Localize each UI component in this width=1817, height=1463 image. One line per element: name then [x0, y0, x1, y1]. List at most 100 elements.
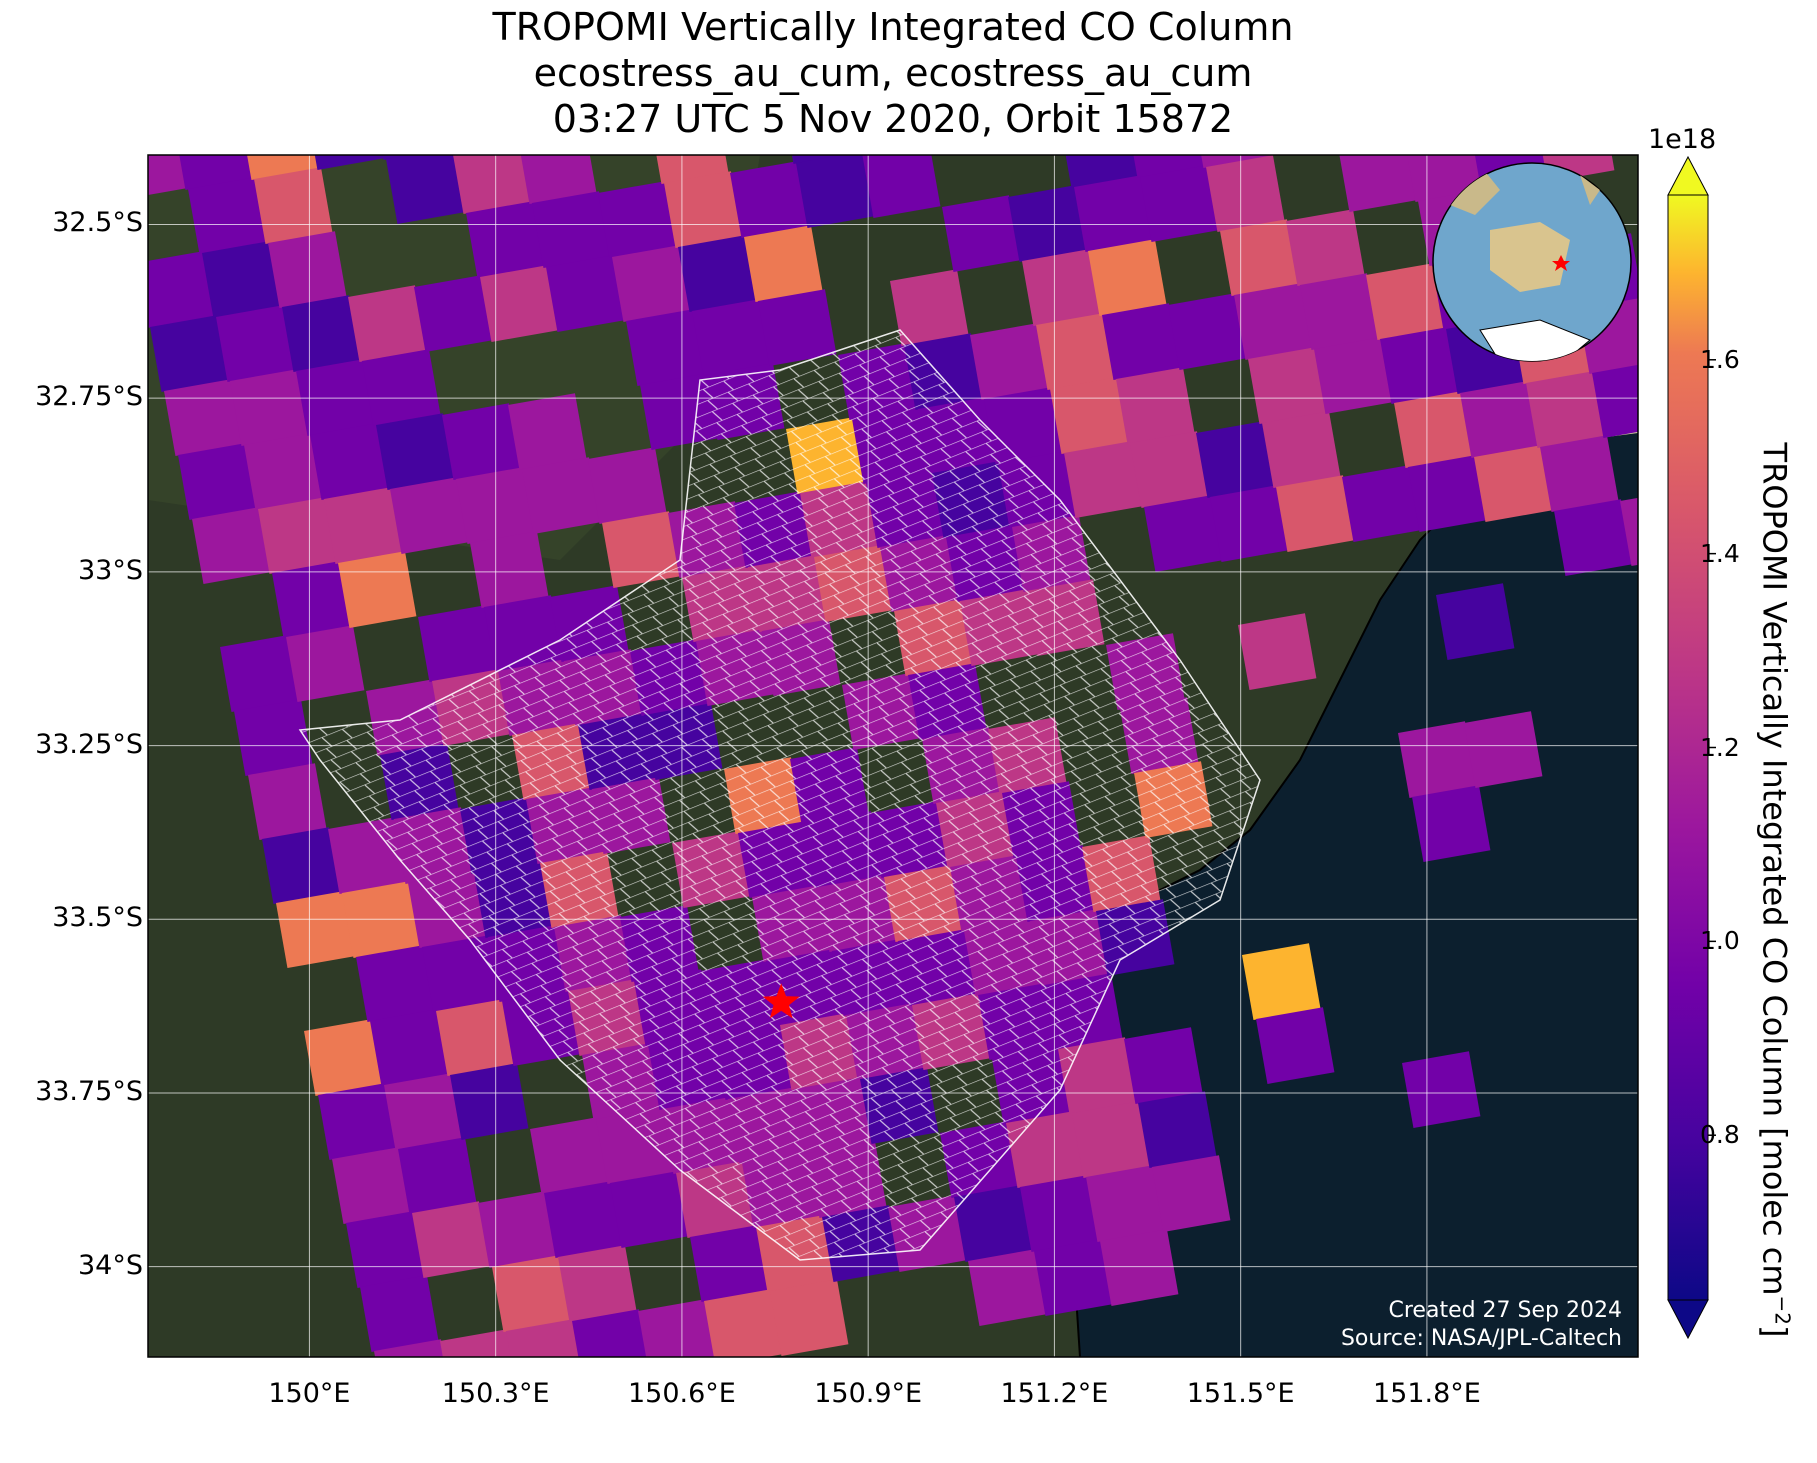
co-pixel	[174, 155, 253, 190]
y-tick-label: 32.75°S	[35, 381, 143, 413]
co-pixel	[230, 369, 309, 446]
co-pixel	[1313, 337, 1393, 414]
co-pixel	[148, 155, 187, 200]
co-pixel	[1143, 495, 1223, 572]
co-pixel	[272, 561, 351, 638]
co-pixel	[530, 1117, 609, 1194]
co-pixel	[1032, 0, 1110, 60]
co-pixel	[412, 1201, 491, 1278]
co-pixel	[452, 155, 531, 214]
co-pixel	[1464, 711, 1543, 788]
co-pixel	[1522, 41, 1600, 118]
co-pixel	[1393, 391, 1473, 468]
co-pixel	[1341, 465, 1421, 542]
co-pixel	[1407, 455, 1487, 532]
co-pixel	[440, 1329, 519, 1357]
co-pixel	[570, 53, 648, 130]
co-pixel	[450, 1063, 529, 1140]
co-pixel	[1442, 0, 1520, 64]
co-pixel	[492, 1255, 571, 1332]
colorbar-label: TROPOMI Vertically Integrated CO Column …	[1756, 443, 1795, 1338]
co-pixel	[1403, 155, 1483, 202]
co-pixel	[1205, 155, 1285, 232]
co-pixel	[508, 393, 587, 470]
co-pixel	[1460, 381, 1539, 458]
co-pixel	[1276, 475, 1355, 552]
colorbar	[1667, 155, 1716, 1340]
co-pixel	[268, 231, 347, 308]
co-pixel	[220, 635, 299, 712]
co-pixel	[914, 67, 992, 144]
co-pixel	[1219, 219, 1299, 296]
co-pixel	[243, 433, 323, 510]
x-tick-label: 150.9°E	[814, 1378, 923, 1409]
co-pixel	[758, 289, 837, 366]
co-pixel	[967, 1249, 1047, 1326]
co-pixel	[413, 275, 493, 352]
co-pixel	[150, 315, 229, 392]
co-pixel	[239, 155, 319, 180]
co-pixel	[323, 487, 403, 564]
co-pixel	[1073, 175, 1153, 252]
co-pixel	[704, 1289, 783, 1357]
co-pixel	[1112, 37, 1190, 114]
co-pixel	[504, 63, 582, 140]
co-pixel	[702, 33, 780, 110]
co-pixel	[1380, 327, 1459, 404]
x-tick-label: 150.6°E	[627, 1378, 736, 1409]
co-pixel	[1072, 1101, 1151, 1178]
co-pixel	[438, 73, 516, 150]
co-pixel	[465, 201, 545, 278]
co-pixel	[1397, 721, 1477, 798]
co-pixel	[1591, 361, 1638, 438]
co-pixel	[1088, 239, 1167, 316]
co-pixel	[1337, 155, 1417, 212]
co-pixel	[1536, 155, 1615, 182]
co-pixel	[506, 1319, 585, 1357]
co-pixel	[544, 1181, 623, 1258]
co-pixel	[1152, 1155, 1231, 1232]
co-pixel	[1100, 1229, 1179, 1306]
co-pixel	[398, 1137, 477, 1214]
co-pixel	[386, 155, 465, 224]
x-tick-label: 151.2°E	[1000, 1378, 1109, 1409]
co-pixel	[690, 1225, 769, 1302]
co-pixel	[546, 255, 625, 332]
co-pixel	[1036, 313, 1115, 390]
co-pixel	[262, 827, 341, 904]
title-line-3: 03:27 UTC 5 Nov 2020, Orbit 15872	[552, 97, 1234, 141]
co-pixel	[1057, 1037, 1137, 1114]
title-line-2: ecostress_au_cum, ecostress_au_cum	[533, 51, 1253, 95]
co-pixel	[1059, 155, 1139, 188]
x-tick-label: 150°E	[268, 1378, 351, 1409]
colorbar-max-extend	[1667, 155, 1709, 196]
co-pixel	[346, 1211, 425, 1288]
credit-source: Source: NASA/JPL-Caltech	[1340, 1326, 1622, 1351]
co-pixel	[148, 251, 215, 328]
y-tick-label: 33.25°S	[35, 728, 143, 760]
co-pixel	[1130, 431, 1209, 508]
co-pixel	[1049, 377, 1129, 454]
credit-created: Created 27 Sep 2024	[1388, 1298, 1623, 1323]
co-pixel	[626, 309, 705, 386]
co-pixel	[1390, 61, 1468, 138]
co-pixel	[1098, 0, 1176, 50]
globe-site-marker	[1552, 255, 1570, 271]
co-pixel	[1196, 421, 1275, 498]
co-pixel	[1244, 17, 1322, 94]
colorbar-label-end: ]	[1755, 1324, 1794, 1338]
co-pixel	[518, 155, 597, 204]
co-pixel	[375, 413, 455, 490]
co-pixel	[1362, 0, 1440, 10]
co-pixel	[374, 1339, 453, 1357]
co-pixel	[188, 177, 267, 254]
co-pixel	[638, 1299, 717, 1357]
y-tick-label: 34°S	[78, 1249, 143, 1281]
co-pixel	[1456, 51, 1534, 128]
co-pixel	[248, 763, 327, 840]
x-tick-label: 151.8°E	[1372, 1378, 1481, 1409]
co-pixel	[730, 161, 809, 238]
co-pixel	[478, 1191, 557, 1268]
co-pixel	[384, 1073, 463, 1150]
